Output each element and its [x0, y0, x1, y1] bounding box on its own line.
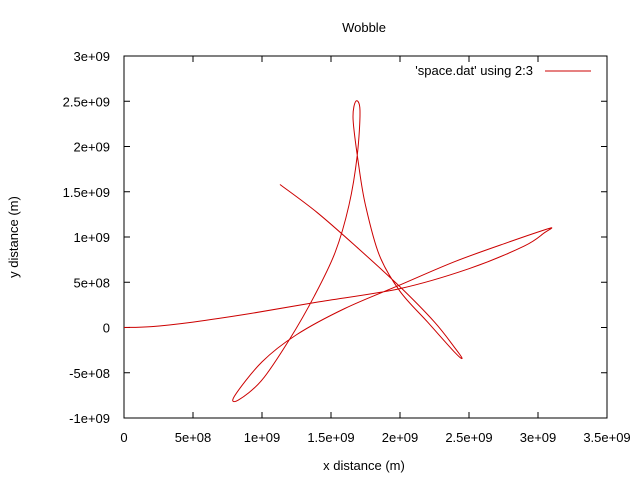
y-tick-label: 1.5e+09 [63, 185, 110, 200]
x-tick-label: 5e+08 [175, 430, 212, 445]
y-tick-label: 0 [103, 321, 110, 336]
legend-label: 'space.dat' using 2:3 [415, 63, 533, 78]
y-tick-label: -1e+09 [69, 411, 110, 426]
x-tick-label: 2.5e+09 [445, 430, 492, 445]
x-tick-label: 3e+09 [520, 430, 557, 445]
y-tick-label: 5e+08 [73, 275, 110, 290]
x-tick-label: 3.5e+09 [583, 430, 630, 445]
series-layer [123, 100, 553, 403]
chart-title: Wobble [342, 20, 386, 35]
x-tick-label: 1.5e+09 [307, 430, 354, 445]
x-tick-label: 0 [120, 430, 127, 445]
y-axis-ticks: -1e+09 -5e+08 0 5e+08 1e+09 1.5e+09 2e+09 2.5e+… [63, 49, 607, 426]
legend: 'space.dat' using 2:3 [415, 63, 591, 78]
series-line [123, 100, 553, 403]
x-axis-label: x distance (m) [323, 458, 405, 473]
x-axis-ticks: 0 5e+08 1e+09 1.5e+09 2e+09 2.5e+09 3e+09 3.5e+… [120, 56, 631, 445]
plot-area-frame [123, 55, 608, 419]
x-tick-label: 1e+09 [244, 430, 281, 445]
y-tick-label: -5e+08 [69, 366, 110, 381]
y-axis-label: y distance (m) [6, 196, 21, 278]
y-tick-label: 1e+09 [73, 230, 110, 245]
y-tick-label: 3e+09 [73, 49, 110, 64]
x-tick-label: 2e+09 [382, 430, 419, 445]
y-tick-label: 2.5e+09 [63, 94, 110, 109]
y-tick-label: 2e+09 [73, 140, 110, 155]
